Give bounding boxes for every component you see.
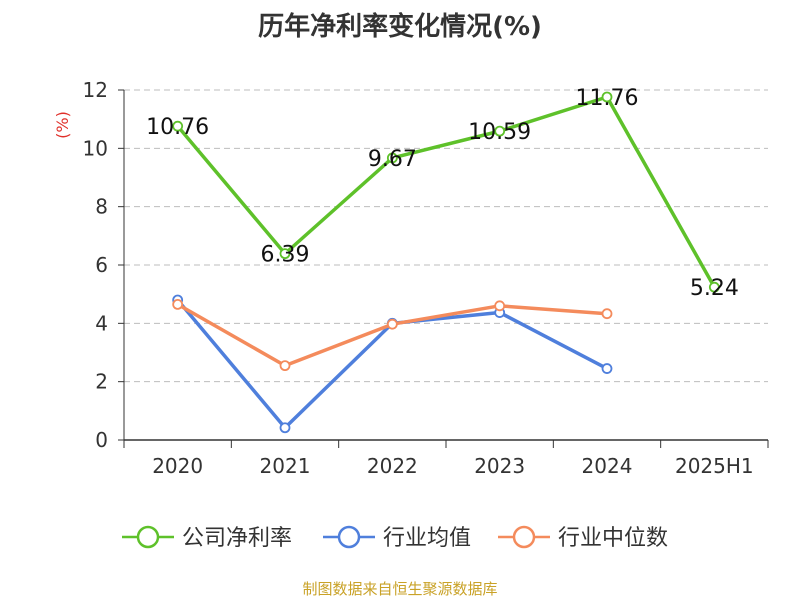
y-tick-label-2: 2: [95, 370, 108, 394]
data-labels: 10.76 6.39 9.67 10.59 11.76 5.24: [146, 86, 739, 301]
axes: 0 2 4 6 8 10 12 (%) 2020 2021 2022 2023 2024 2025H1: [53, 78, 769, 478]
grid-lines: [124, 89, 768, 383]
y-axis-label: (%): [53, 111, 72, 139]
data-label-2024: 11.76: [576, 86, 639, 111]
point-s0-2024: [601, 91, 613, 103]
y-tick-label-12: 12: [83, 78, 108, 102]
legend-label-1: 行业均值: [383, 526, 471, 551]
legend-marker-0: [136, 525, 160, 549]
legend-label-2: 行业中位数: [558, 526, 668, 551]
point-s2-2021: [279, 360, 291, 372]
point-s0-2020: [172, 120, 184, 132]
x-tick-label-2024: 2024: [582, 454, 633, 478]
legend: 公司净利率 行业均值 行业中位数: [122, 525, 668, 551]
data-label-2023: 10.59: [468, 120, 531, 145]
chart-title: 历年净利率变化情况(%): [258, 12, 542, 42]
point-s1-2021: [279, 422, 291, 434]
y-tick-label-4: 4: [95, 311, 108, 335]
point-s2-2023: [494, 300, 506, 312]
point-s2-2024: [601, 308, 613, 320]
data-label-2022: 9.67: [368, 147, 417, 172]
x-tick-label-2020: 2020: [152, 454, 203, 478]
series-lines: [172, 91, 720, 434]
legend-label-0: 公司净利率: [182, 526, 292, 551]
legend-marker-2: [512, 525, 536, 549]
series-line-0: [176, 95, 716, 289]
y-tick-label-0: 0: [95, 428, 108, 452]
point-s2-2022: [386, 318, 398, 330]
point-s0-2021: [279, 248, 291, 260]
data-label-2020: 10.76: [146, 115, 209, 140]
source-note: 制图数据来自恒生聚源数据库: [302, 580, 498, 598]
legend-marker-1: [337, 525, 361, 549]
y-tick-label-6: 6: [95, 253, 108, 277]
y-tick-label-10: 10: [83, 136, 108, 160]
point-s1-2024: [601, 363, 613, 374]
x-tick-label-2025h1: 2025H1: [675, 454, 754, 478]
x-tick-label-2023: 2023: [474, 454, 525, 478]
data-label-2021: 6.39: [261, 243, 310, 268]
y-tick-label-8: 8: [95, 195, 108, 219]
x-tick-label-2022: 2022: [367, 454, 418, 478]
point-s2-2020: [172, 298, 184, 310]
data-label-2025h1: 5.24: [690, 276, 739, 301]
point-s0-2023: [494, 125, 506, 137]
point-s0-2022: [386, 152, 398, 164]
point-s0-2025h1: [708, 281, 720, 293]
x-tick-label-2021: 2021: [260, 454, 311, 478]
